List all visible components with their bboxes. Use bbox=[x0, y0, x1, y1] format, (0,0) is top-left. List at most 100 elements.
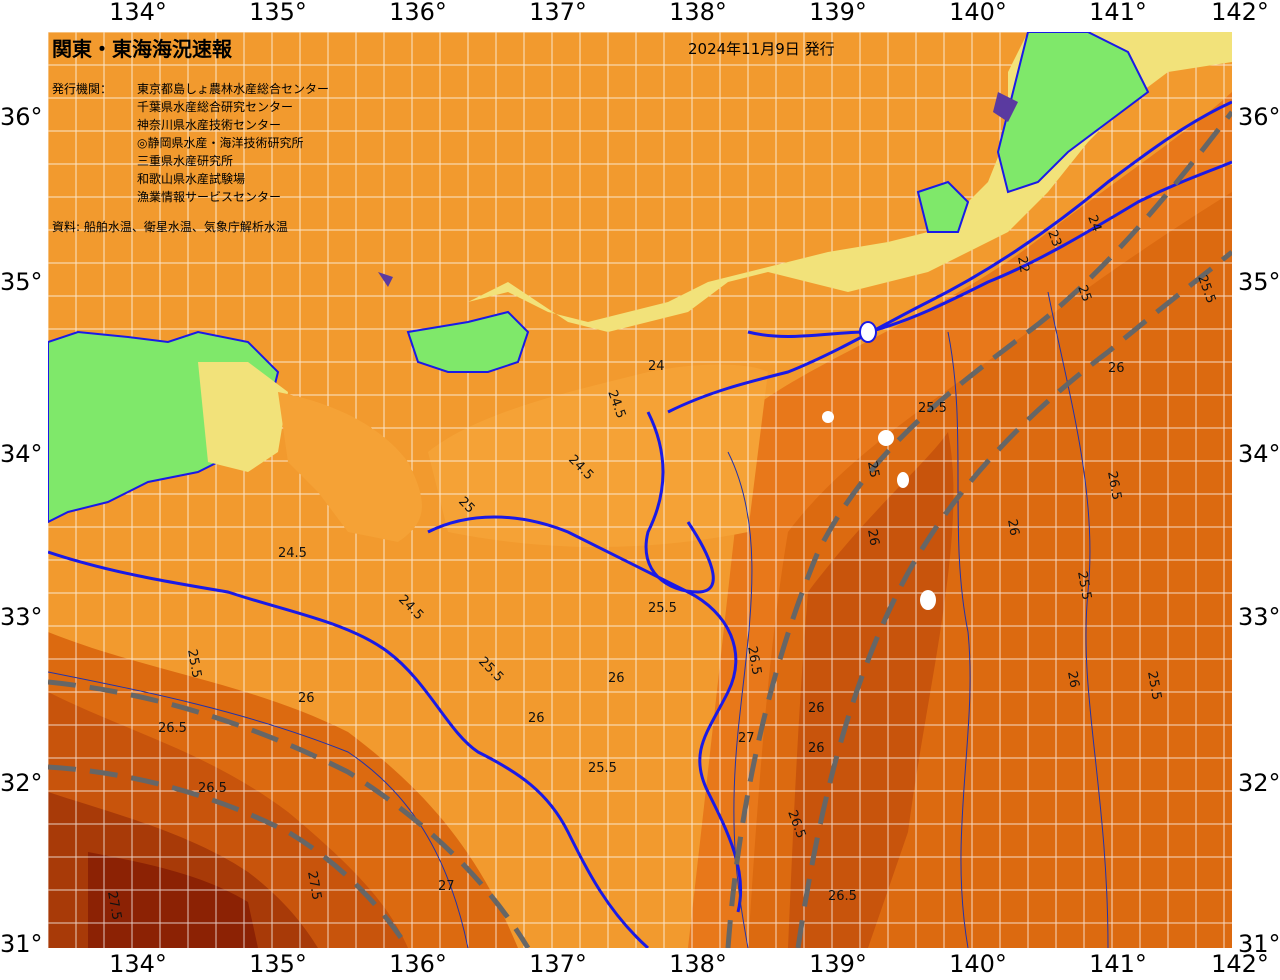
isotherm-label: 25 bbox=[1074, 283, 1094, 304]
isotherm-label: 22 bbox=[1014, 255, 1032, 274]
agency-label: 発行機関： bbox=[52, 82, 113, 96]
isotherm-label: 26.5 bbox=[828, 889, 857, 904]
longitude-tick-bottom: 139° bbox=[809, 950, 867, 978]
isotherm-label: 25.5 bbox=[1074, 570, 1094, 601]
longitude-tick-top: 135° bbox=[249, 0, 307, 26]
isotherm-label: 26 bbox=[808, 701, 825, 716]
longitude-tick-top: 142° bbox=[1211, 0, 1269, 26]
longitude-tick-bottom: 141° bbox=[1089, 950, 1147, 978]
island-oshima bbox=[859, 321, 877, 343]
kuroshio-axis-west-2 bbox=[48, 764, 411, 948]
longitude-tick-top: 136° bbox=[389, 0, 447, 26]
issue-date: 2024年11月9日 発行 bbox=[688, 40, 835, 58]
agency-item: 和歌山県水産試験場 bbox=[137, 172, 246, 186]
lake-kasumigaura bbox=[993, 92, 1018, 122]
latitude-tick-right: 34° bbox=[1238, 440, 1280, 468]
island-mikura bbox=[897, 472, 909, 488]
longitude-tick-top: 139° bbox=[809, 0, 867, 26]
latitude-tick-left: 34° bbox=[0, 440, 43, 468]
sea-temperature-map: 24 24.5 24.5 24.5 24.5 25 25.5 25.5 25.5 25.5 26 26… bbox=[48, 32, 1232, 948]
isotherm-label: 25 bbox=[864, 460, 882, 479]
land-coast-yellow-1 bbox=[198, 362, 288, 472]
agency-list: 東京都島しょ農林水産総合センター 千葉県水産総合研究センター 神奈川県水産技術セ… bbox=[137, 80, 329, 206]
agency-item: 三重県水産研究所 bbox=[137, 154, 234, 168]
latitude-tick-right: 33° bbox=[1238, 603, 1280, 631]
kuroshio-axis-east-2 bbox=[795, 250, 1232, 948]
contour-24-north bbox=[667, 100, 1232, 414]
contour-thin-3 bbox=[947, 331, 971, 948]
isotherm-label: 24 bbox=[648, 359, 665, 374]
longitude-tick-top: 137° bbox=[529, 0, 587, 26]
lake-biwa-mark bbox=[378, 272, 393, 287]
isotherm-label: 26.5 bbox=[158, 721, 187, 736]
isotherm-label: 27 bbox=[438, 879, 455, 894]
latitude-tick-right: 36° bbox=[1238, 103, 1280, 131]
latitude-tick-right: 32° bbox=[1238, 769, 1280, 797]
isotherm-label: 25.5 bbox=[184, 648, 204, 679]
agency-item: ◎静岡県水産・海洋技術研究所 bbox=[137, 136, 304, 150]
land-kii bbox=[406, 310, 530, 373]
island-kozu bbox=[822, 411, 834, 423]
isotherm-label: 26.5 bbox=[198, 781, 227, 796]
isotherm-label: 26 bbox=[528, 711, 545, 726]
longitude-tick-bottom: 142° bbox=[1211, 950, 1269, 978]
longitude-tick-bottom: 138° bbox=[669, 950, 727, 978]
agency-item: 東京都島しょ農林水産総合センター bbox=[137, 82, 330, 96]
latitude-tick-left: 32° bbox=[0, 769, 43, 797]
latitude-tick-left: 33° bbox=[0, 603, 43, 631]
land-coast-2 bbox=[278, 392, 422, 542]
isotherm-label: 26 bbox=[1108, 361, 1125, 376]
isotherm-label: 26 bbox=[1004, 518, 1022, 537]
island-miyake bbox=[878, 430, 894, 446]
longitude-tick-top: 140° bbox=[949, 0, 1007, 26]
contour-thin-2 bbox=[727, 451, 753, 948]
isotherm-label: 26.5 bbox=[744, 645, 764, 676]
contour-25-loop bbox=[644, 411, 715, 594]
longitude-tick-bottom: 136° bbox=[389, 950, 447, 978]
isotherm-label: 25.5 bbox=[1144, 670, 1164, 701]
isotherm-label: 27.5 bbox=[104, 890, 124, 921]
latitude-tick-right: 35° bbox=[1238, 268, 1280, 296]
isotherm-label: 25.5 bbox=[918, 401, 947, 416]
data-source-note: 資料: 船舶水温、衛星水温、気象庁解析水温 bbox=[52, 220, 288, 234]
land-miura bbox=[916, 180, 970, 233]
contour-24-5-north bbox=[747, 160, 1232, 338]
agency-item: 神奈川県水産技術センター bbox=[137, 118, 282, 132]
isotherm-label: 26 bbox=[298, 691, 315, 706]
longitude-tick-bottom: 135° bbox=[249, 950, 307, 978]
isotherm-label: 26 bbox=[608, 671, 625, 686]
agency-item: 千葉県水産総合研究センター bbox=[137, 100, 294, 114]
agency-item: 漁業情報サービスセンター bbox=[137, 190, 282, 204]
longitude-tick-top: 138° bbox=[669, 0, 727, 26]
isotherm-label: 25.5 bbox=[588, 761, 617, 776]
latitude-tick-left: 36° bbox=[0, 103, 43, 131]
zone-245 bbox=[428, 364, 768, 547]
isotherm-label: 24.5 bbox=[278, 546, 307, 561]
latitude-tick-left: 35° bbox=[0, 268, 43, 296]
isotherm-label: 23 bbox=[1044, 228, 1064, 249]
contour-thin-4 bbox=[1047, 291, 1109, 948]
contour-thin-1 bbox=[48, 671, 469, 948]
latitude-tick-left: 31° bbox=[0, 930, 43, 958]
latitude-tick-right: 31° bbox=[1238, 930, 1280, 958]
kuroshio-axis-east bbox=[725, 110, 1232, 948]
longitude-tick-top: 141° bbox=[1089, 0, 1147, 26]
isotherm-label: 24 bbox=[1084, 213, 1104, 234]
isotherm-label: 27.5 bbox=[304, 870, 324, 901]
lat-lon-grid bbox=[48, 32, 1232, 948]
kuroshio-axis-west bbox=[48, 679, 531, 948]
longitude-tick-bottom: 137° bbox=[529, 950, 587, 978]
isotherm-label: 27 bbox=[738, 731, 755, 746]
longitude-tick-bottom: 140° bbox=[949, 950, 1007, 978]
isotherm-label: 26 bbox=[864, 528, 882, 547]
contour-25-central bbox=[427, 515, 743, 913]
contour-25-west bbox=[48, 550, 650, 948]
isotherm-label: 26.5 bbox=[1104, 470, 1124, 501]
island-hachijo bbox=[920, 590, 936, 610]
isotherm-label: 25.5 bbox=[648, 601, 677, 616]
isotherm-label: 26 bbox=[1064, 670, 1082, 689]
longitude-tick-top: 134° bbox=[109, 0, 167, 26]
isotherm-label: 26 bbox=[808, 741, 825, 756]
